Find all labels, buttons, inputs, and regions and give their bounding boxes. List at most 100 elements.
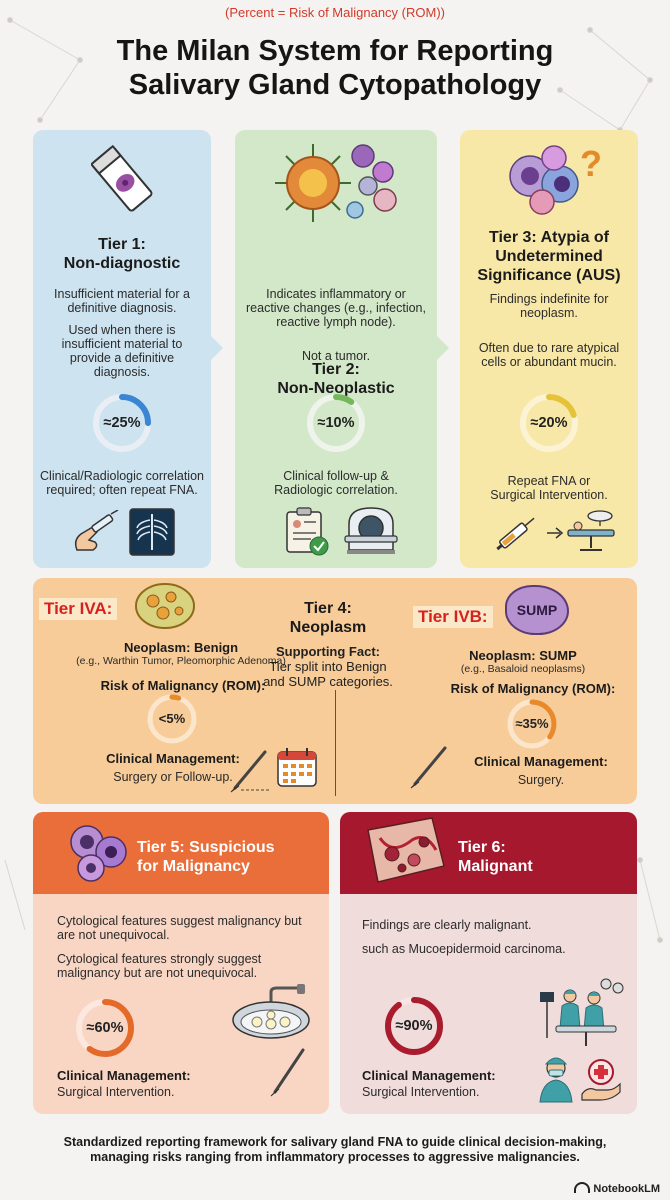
desc-line: Findings are clearly malignant. (362, 918, 532, 932)
sump-badge-icon: SUMP (505, 585, 569, 635)
scalpel-icon (270, 1048, 305, 1097)
tier3-title-line: Significance (AUS) (477, 267, 621, 284)
mgmt-line: Clinical/Radiologic correlation (40, 469, 204, 483)
tier4b-mgmt-title: Clinical Management: (474, 754, 608, 769)
footer-line: Standardized reporting framework for sal… (63, 1135, 607, 1149)
tier2-title-line: Non-Neoplastic (277, 380, 395, 397)
tier4a-rom-title: Risk of Malignancy (ROM): (100, 678, 266, 693)
tier4-supporting-fact: Supporting Fact: Tier split into Benign … (253, 644, 403, 689)
tier4b-rom-value: ≈35% (515, 716, 549, 731)
tier5-mgmt-title: Clinical Management: (57, 1068, 191, 1083)
desc-line: reactive lymph node). (276, 315, 396, 329)
tier5-title-line: for Malignancy (137, 858, 250, 875)
footer-line: managing risks ranging from inflammatory… (90, 1150, 580, 1164)
desc-line: Not a tumor. (301, 349, 371, 363)
tier4a-mgmt-title: Clinical Management: (106, 751, 240, 766)
tier3-title-line: Tier 3: Atypia of (488, 229, 610, 246)
desc-line: are not unequivocal. (57, 928, 170, 942)
tier5-description: Cytological features suggest malignancy … (57, 914, 323, 980)
desc-line: Used when there is (68, 323, 176, 337)
desc-line: neoplasm. (520, 306, 578, 320)
desc-line: definitive diagnosis. (67, 301, 177, 315)
microscope-slide-icon (91, 144, 153, 212)
chest-xray-icon (129, 508, 175, 556)
desc-line: Cytological features strongly suggest (57, 952, 262, 966)
tier4b-neoplasm: Neoplasm: SUMP (469, 648, 577, 663)
tier2-management: Clinical follow-up & Radiologic correlat… (239, 469, 433, 497)
clipboard-check-icon (286, 507, 329, 556)
tier4b-info: Neoplasm: SUMP (e.g., Basaloid neoplasms… (413, 648, 633, 675)
tier4a-info: Neoplasm: Benign (e.g., Warthin Tumor, P… (35, 640, 327, 667)
tier1-card: Tier 1: Non-diagnostic Insufficient mate… (33, 130, 211, 568)
tier3-rom-ring: ≈20% (517, 391, 581, 455)
desc-line: malignancy but are not unequivocal. (57, 966, 258, 980)
fact-line: Tier split into Benign (269, 659, 387, 674)
desc-line: provide a definitive (69, 351, 175, 365)
mgmt-line: Clinical follow-up & (283, 469, 389, 483)
desc-line: Cytological features suggest malignancy … (57, 914, 302, 928)
ct-scanner-icon (344, 507, 398, 554)
mgmt-line: Repeat FNA or (507, 474, 591, 488)
tier1-title-line: Tier 1: (98, 236, 146, 253)
tier5-card: Tier 5: Suspicious for Malignancy Cytolo… (33, 812, 329, 1114)
tier4b-examples: (e.g., Basaloid neoplasms) (460, 663, 586, 675)
brand-label: NotebookLM (593, 1183, 660, 1195)
calendar-icon (277, 748, 317, 787)
tier6-mgmt-value: Surgical Intervention. (362, 1085, 480, 1099)
tier4b-mgmt-value: Surgery. (517, 773, 565, 787)
tier3-description: Findings indefinite for neoplasm. Often … (464, 292, 634, 369)
desc-line: Indicates inflammatory or (266, 287, 406, 301)
fact-line: and SUMP categories. (263, 674, 393, 689)
scalpel-icon (230, 750, 269, 793)
tier1-rom-ring: ≈25% (90, 391, 154, 455)
tier5-title-line: Tier 5: Suspicious (137, 839, 275, 856)
surgeon-avatar-icon (539, 1057, 573, 1103)
scalpel-icon (410, 746, 447, 789)
tier4a-examples: (e.g., Warthin Tumor, Pleomorphic Adenom… (76, 655, 286, 667)
notebooklm-logo-icon (574, 1182, 591, 1193)
tier6-management: Clinical Management: Surgical Interventi… (362, 1068, 562, 1099)
tier4a-rom-ring: <5% (145, 692, 199, 746)
tier4b-rom-ring: ≈35% (505, 697, 559, 751)
tier6-mgmt-title: Clinical Management: (362, 1068, 496, 1083)
tier5-rom-value: ≈60% (86, 1020, 124, 1036)
mgmt-line: Radiologic correlation. (274, 483, 398, 497)
syringe-icon (496, 517, 535, 551)
tier2-rom-value: ≈10% (317, 415, 355, 431)
tier5-rom-ring: ≈60% (73, 996, 137, 1060)
medical-hand-cross-icon (581, 1059, 621, 1101)
fact-line: Supporting Fact: (276, 644, 380, 659)
arrow-right-icon (547, 527, 564, 539)
tier6-rom-value: ≈90% (395, 1018, 433, 1034)
tier3-card: ? Tier 3: Atypia of Undetermined Signifi… (460, 130, 638, 568)
tier3-title-line: Undetermined (495, 248, 603, 265)
tier6-card: Tier 6: Malignant Findings are clearly m… (340, 812, 637, 1114)
surgical-light-icon (232, 984, 310, 1039)
benign-cell-icon (135, 583, 195, 629)
tier3-title: Tier 3: Atypia of Undetermined Significa… (460, 228, 638, 285)
flow-arrow (437, 336, 449, 360)
desc-line: reactive changes (e.g., infection, (246, 301, 426, 315)
tier6-title-line: Malignant (458, 858, 533, 875)
tier5-mgmt-value: Surgical Intervention. (57, 1085, 175, 1099)
desc-line: Often due to rare atypical (478, 341, 620, 355)
page-title: The Milan System for Reporting Salivary … (20, 34, 650, 102)
tier6-rom-ring: ≈90% (382, 994, 446, 1058)
tier1-rom-value: ≈25% (103, 415, 141, 431)
tier4-divider (335, 690, 336, 796)
tier3-management: Repeat FNA or Surgical Intervention. (464, 474, 634, 502)
tier4-card: Tier IVA: Neoplasm: Benign (e.g., Warthi… (33, 578, 637, 804)
tier2-rom-ring: ≈10% (304, 391, 368, 455)
tier1-title: Tier 1: Non-diagnostic (33, 235, 211, 273)
desc-line: diagnosis. (93, 365, 151, 379)
inflammatory-cells-icon (275, 144, 397, 222)
tier2-description: Indicates inflammatory or reactive chang… (239, 287, 433, 363)
sump-badge-label: SUMP (516, 602, 558, 618)
suspicious-cells-icon (70, 825, 127, 882)
desc-line: such as Mucoepidermoid carcinoma. (362, 942, 566, 956)
notebooklm-brand: NotebookLM (574, 1182, 660, 1195)
tier4-title-line: Neoplasm (289, 619, 367, 636)
malignant-tissue-icon (367, 817, 445, 883)
tier3-rom-value: ≈20% (530, 415, 568, 431)
